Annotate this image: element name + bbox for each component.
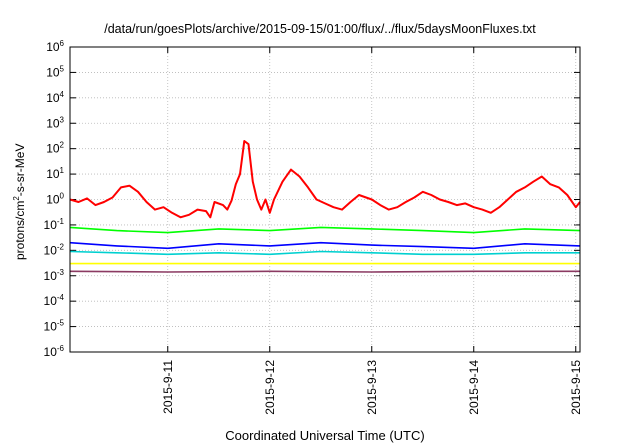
y-tick-base: 10 (46, 116, 60, 130)
x-tick-label: 2015-9-13 (365, 360, 379, 415)
y-tick-exponent: -1 (57, 217, 65, 226)
y-tick-exponent: 5 (60, 64, 65, 73)
y-tick-exponent: -4 (57, 293, 65, 302)
x-tick-label: 2015-9-11 (161, 360, 175, 414)
x-tick-label: 2015-9-12 (263, 360, 277, 415)
x-axis-label: Coordinated Universal Time (UTC) (225, 428, 425, 443)
y-tick-exponent: 0 (60, 192, 65, 201)
series-line-5 (69, 270, 580, 273)
y-tick-base: 10 (46, 142, 60, 156)
y-tick-label: 10-1 (44, 217, 65, 232)
y-tick-label: 10-3 (44, 268, 65, 283)
y-tick-exponent: -5 (57, 319, 65, 328)
y-tick-exponent: 6 (60, 39, 65, 48)
y-tick-base: 10 (46, 193, 60, 207)
chart-title: /data/run/goesPlots/archive/2015-09-15/0… (104, 22, 536, 36)
y-tick-label: 100 (46, 192, 64, 207)
y-tick-label: 106 (46, 39, 64, 54)
series-line-0 (69, 140, 581, 219)
y-tick-base: 10 (44, 269, 58, 283)
y-tick-base: 10 (44, 320, 58, 334)
y-tick-label: 105 (46, 64, 64, 79)
y-tick-exponent: 4 (60, 90, 65, 99)
x-tick-label: 2015-9-15 (569, 360, 583, 415)
y-tick-exponent: 3 (60, 115, 65, 124)
y-tick-label: 103 (46, 115, 64, 130)
y-tick-label: 10-6 (44, 344, 65, 359)
y-tick-base: 10 (44, 345, 58, 359)
y-tick-label: 10-2 (44, 242, 65, 257)
y-tick-exponent: 2 (60, 141, 65, 150)
series-line-1 (69, 226, 581, 234)
y-tick-exponent: 1 (60, 166, 65, 175)
series-line-3 (69, 250, 580, 256)
series-line-2 (69, 241, 581, 250)
y-tick-label: 10-4 (44, 293, 65, 308)
plot-frame (69, 46, 581, 353)
y-tick-base: 10 (46, 91, 60, 105)
y-tick-base: 10 (46, 40, 60, 54)
y-tick-base: 10 (46, 167, 60, 181)
y-tick-label: 101 (46, 166, 64, 181)
y-tick-exponent: -2 (57, 242, 65, 251)
y-tick-label: 104 (46, 90, 64, 105)
x-tick-label: 2015-9-14 (467, 360, 481, 415)
y-tick-base: 10 (44, 294, 58, 308)
y-tick-exponent: -6 (57, 344, 65, 353)
y-tick-label: 10-5 (44, 319, 65, 334)
y-tick-base: 10 (44, 218, 58, 232)
y-tick-label: 102 (46, 141, 64, 156)
y-tick-base: 10 (46, 65, 60, 79)
y-tick-exponent: -3 (57, 268, 65, 277)
y-tick-base: 10 (44, 243, 58, 257)
